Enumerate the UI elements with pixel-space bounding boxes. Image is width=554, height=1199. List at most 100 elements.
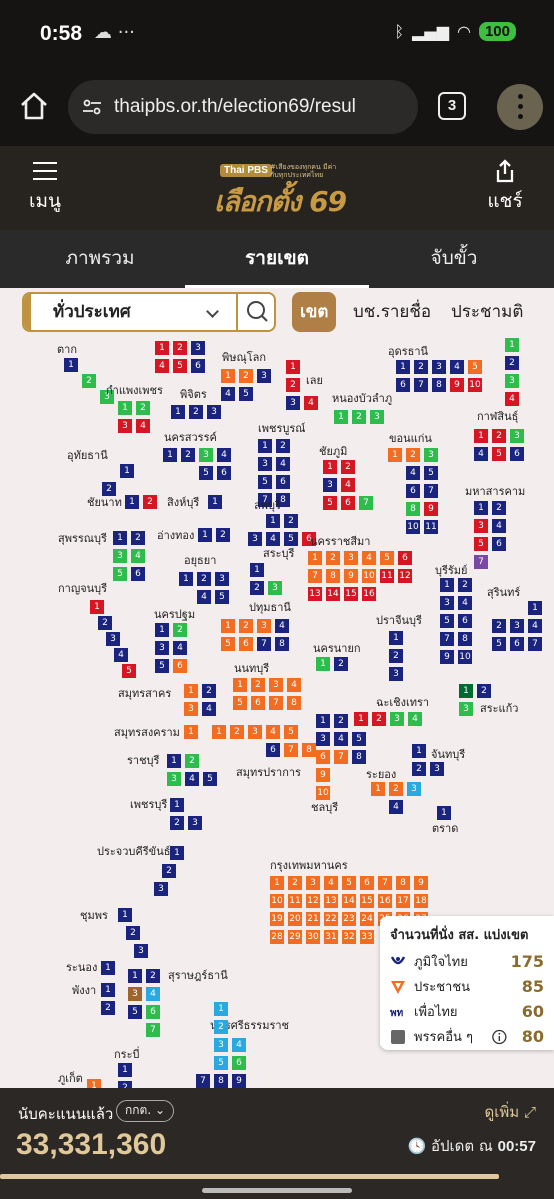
district-seat[interactable]: 2	[173, 623, 187, 637]
district-seat[interactable]: 10	[316, 786, 330, 800]
district-seat[interactable]: 1	[371, 782, 385, 796]
district-seat[interactable]: 7	[378, 876, 392, 890]
district-seat[interactable]: 3	[286, 396, 300, 410]
district-seat[interactable]: 4	[266, 532, 280, 546]
district-seat[interactable]: 14	[342, 894, 356, 908]
district-seat[interactable]: 28	[270, 930, 284, 944]
district-seat[interactable]: 8	[214, 1074, 228, 1088]
district-seat[interactable]: 1	[170, 798, 184, 812]
district-seat[interactable]: 3	[215, 572, 229, 586]
district-seat[interactable]: 3	[154, 882, 168, 896]
district-seat[interactable]: 6	[341, 496, 355, 510]
district-seat[interactable]: 8	[458, 632, 472, 646]
district-seat[interactable]: 5	[492, 637, 506, 651]
district-seat[interactable]: 4	[406, 466, 420, 480]
district-seat[interactable]: 10	[406, 520, 420, 534]
district-seat[interactable]: 4	[275, 619, 289, 633]
district-seat[interactable]: 2	[162, 864, 176, 878]
district-seat[interactable]: 3	[118, 419, 132, 433]
district-seat[interactable]: 4	[528, 619, 542, 633]
district-seat[interactable]: 8	[276, 493, 290, 507]
district-seat[interactable]: 2	[406, 448, 420, 462]
district-seat[interactable]: 8	[432, 378, 446, 392]
district-seat[interactable]: 11	[424, 520, 438, 534]
district-seat[interactable]: 5	[352, 732, 366, 746]
district-seat[interactable]: 5	[221, 637, 235, 651]
district-seat[interactable]: 1	[101, 961, 115, 975]
district-seat[interactable]: 16	[378, 894, 392, 908]
district-seat[interactable]: 6	[276, 475, 290, 489]
district-seat[interactable]: 7	[474, 555, 488, 569]
district-seat[interactable]: 5	[215, 590, 229, 604]
district-seat[interactable]: 1	[316, 657, 330, 671]
district-seat[interactable]: 1	[316, 714, 330, 728]
district-seat[interactable]: 2	[214, 1020, 228, 1034]
district-seat[interactable]: 1	[396, 360, 410, 374]
district-seat[interactable]: 6	[316, 750, 330, 764]
district-seat[interactable]: 3	[269, 678, 283, 692]
district-seat[interactable]: 4	[146, 987, 160, 1001]
district-seat[interactable]: 3	[389, 667, 403, 681]
district-seat[interactable]: 2	[136, 401, 150, 415]
district-seat[interactable]: 10	[270, 894, 284, 908]
district-seat[interactable]: 1	[389, 631, 403, 645]
district-seat[interactable]: 30	[306, 930, 320, 944]
district-seat[interactable]: 21	[306, 912, 320, 926]
election-logo[interactable]: Thai PBS #เสียงของทุกคน มีค่ากับทุกประเท…	[212, 160, 347, 220]
district-seat[interactable]: 1	[440, 578, 454, 592]
district-seat[interactable]: 2	[505, 356, 519, 370]
district-seat[interactable]: 6	[406, 484, 420, 498]
district-seat[interactable]: 12	[306, 894, 320, 908]
district-seat[interactable]: 1	[474, 429, 488, 443]
district-seat[interactable]: 2	[341, 460, 355, 474]
district-seat[interactable]: 5	[239, 387, 253, 401]
district-seat[interactable]: 1	[250, 563, 264, 577]
district-seat[interactable]: 9	[424, 502, 438, 516]
district-seat[interactable]: 2	[126, 926, 140, 940]
district-seat[interactable]: 1	[101, 983, 115, 997]
district-seat[interactable]: 4	[450, 360, 464, 374]
district-seat[interactable]: 1	[125, 495, 139, 509]
district-seat[interactable]: 5	[233, 696, 247, 710]
district-seat[interactable]: 3	[184, 702, 198, 716]
district-seat[interactable]: 5	[492, 447, 506, 461]
more-options-button[interactable]	[497, 84, 543, 130]
see-more-link[interactable]: ดูเพิ่ม ⤢	[485, 1100, 536, 1124]
district-seat[interactable]: 4	[458, 596, 472, 610]
district-seat[interactable]: 7	[284, 743, 298, 757]
district-seat[interactable]: 3	[510, 429, 524, 443]
district-seat[interactable]: 16	[362, 587, 376, 601]
district-seat[interactable]: 8	[326, 569, 340, 583]
district-seat[interactable]: 4	[276, 457, 290, 471]
district-seat[interactable]: 2	[216, 528, 230, 542]
district-seat[interactable]: 1	[221, 369, 235, 383]
district-seat[interactable]: 2	[202, 684, 216, 698]
district-seat[interactable]: 8	[287, 696, 301, 710]
district-seat[interactable]: 3	[100, 390, 114, 404]
district-seat[interactable]: 1	[308, 551, 322, 565]
district-seat[interactable]: 4	[304, 396, 318, 410]
district-seat[interactable]: 2	[251, 678, 265, 692]
district-seat[interactable]: 1	[412, 744, 426, 758]
district-seat[interactable]: 8	[352, 750, 366, 764]
district-seat[interactable]: 6	[510, 637, 524, 651]
district-seat[interactable]: 3	[257, 619, 271, 633]
district-seat[interactable]: 1	[198, 528, 212, 542]
district-seat[interactable]: 4	[362, 551, 376, 565]
district-seat[interactable]: 1	[87, 1079, 101, 1088]
district-seat[interactable]: 5	[122, 664, 136, 678]
district-seat[interactable]: 2	[492, 501, 506, 515]
district-seat[interactable]: 1	[167, 754, 181, 768]
district-seat[interactable]: 2	[414, 360, 428, 374]
district-seat[interactable]: 4	[505, 392, 519, 406]
district-seat[interactable]: 6	[232, 1056, 246, 1070]
district-seat[interactable]: 10	[468, 378, 482, 392]
address-bar[interactable]: thaipbs.or.th/election69/resul	[68, 80, 418, 134]
district-seat[interactable]: 7	[146, 1023, 160, 1037]
district-seat[interactable]: 1	[64, 358, 78, 372]
district-seat[interactable]: 1	[170, 846, 184, 860]
district-seat[interactable]: 3	[134, 944, 148, 958]
district-seat[interactable]: 3	[199, 448, 213, 462]
district-seat[interactable]: 31	[324, 930, 338, 944]
district-seat[interactable]: 17	[396, 894, 410, 908]
